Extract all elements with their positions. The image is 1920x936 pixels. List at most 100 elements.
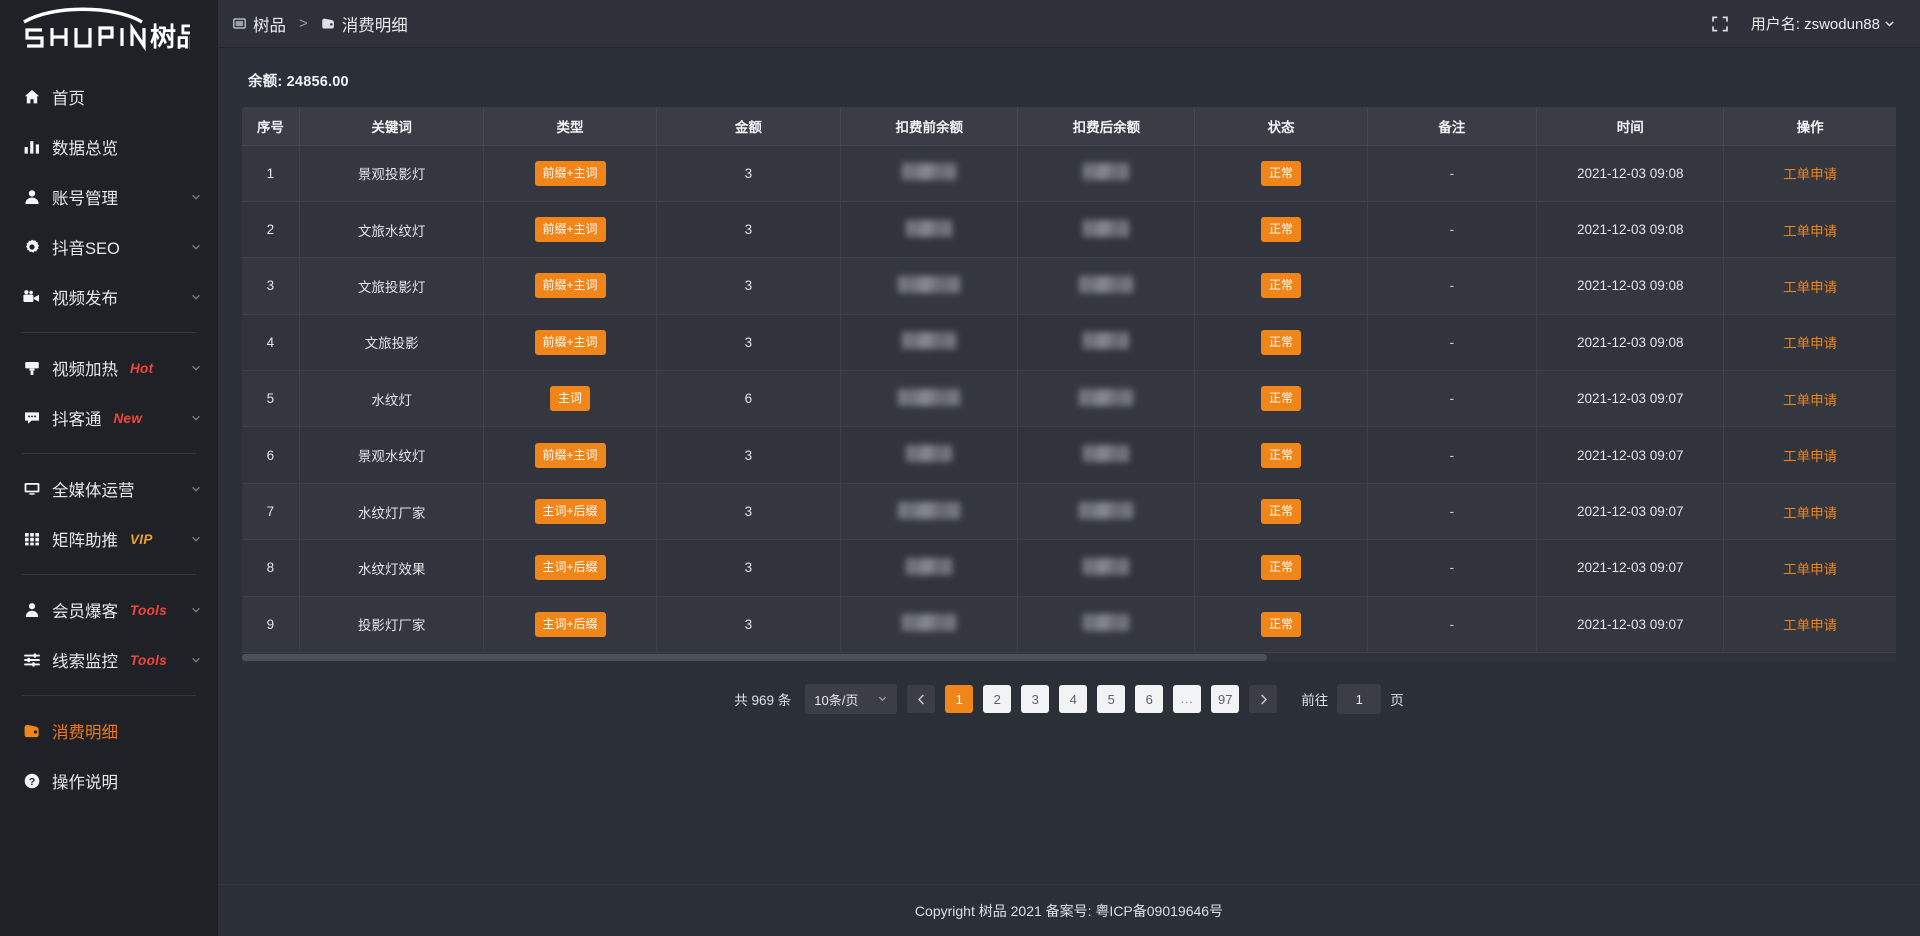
page-size-value: 10条/页 — [814, 692, 859, 708]
cell-index: 3 — [242, 257, 300, 315]
cell-keyword: 文旅水纹灯 — [299, 201, 485, 259]
table-column-header: 扣费后余额 — [1017, 107, 1196, 146]
work-order-link[interactable]: 工单申请 — [1783, 505, 1838, 521]
fullscreen-icon[interactable] — [1711, 15, 1729, 33]
work-order-link[interactable]: 工单申请 — [1783, 449, 1838, 465]
cell-balance-before — [840, 426, 1019, 484]
pagination-ellipsis[interactable]: ... — [1173, 685, 1202, 714]
table-row: 5 水纹灯 主词 6 正常 - 2021-12-03 09:07 工单申请 — [242, 370, 1896, 428]
pagination-page-3[interactable]: 3 — [1021, 685, 1050, 714]
sidebar-item-5[interactable]: 视频加热 Hot — [0, 343, 218, 393]
svg-text:?: ? — [28, 777, 34, 788]
redacted-value — [1083, 445, 1130, 463]
work-order-link[interactable]: 工单申请 — [1783, 561, 1838, 577]
cell-amount: 3 — [656, 426, 842, 484]
user-menu[interactable]: 用户名: zswodun88 — [1751, 13, 1896, 34]
cell-remark: - — [1367, 370, 1538, 428]
table-horizontal-scrollbar[interactable] — [242, 653, 1896, 663]
work-order-link[interactable]: 工单申请 — [1783, 336, 1838, 352]
breadcrumb-root-label: 树品 — [253, 16, 286, 35]
pagination-page-5[interactable]: 5 — [1097, 685, 1126, 714]
sidebar-item-6[interactable]: 抖客通 New — [0, 393, 218, 443]
redacted-value — [1083, 614, 1130, 632]
pagination-page-1[interactable]: 1 — [945, 685, 974, 714]
work-order-link[interactable]: 工单申请 — [1783, 279, 1838, 295]
sidebar-item-label: 账号管理 — [52, 190, 118, 208]
sidebar-item-3[interactable]: 抖音SEO — [0, 222, 218, 272]
sidebar-menu: 首页数据总览账号管理抖音SEO 视频发布视频加热 Hot 抖客通 New 全媒体运营 矩阵助… — [0, 58, 218, 806]
table-row: 1 景观投影灯 前缀+主词 3 正常 - 2021-12-03 09:08 工单申请 — [242, 145, 1896, 202]
sidebar-item-11[interactable]: 消费明细 — [0, 706, 218, 756]
cell-action: 工单申请 — [1723, 145, 1896, 202]
cell-balance-after — [1017, 145, 1196, 202]
work-order-link[interactable]: 工单申请 — [1783, 392, 1838, 408]
sidebar-item-0[interactable]: 首页 — [0, 72, 218, 122]
cell-type: 前缀+主词 — [483, 257, 657, 315]
sidebar-divider — [22, 574, 196, 575]
pagination-prev-button[interactable] — [907, 685, 936, 714]
pagination-total: 共 969 条 — [734, 693, 792, 709]
sidebar-item-1[interactable]: 数据总览 — [0, 122, 218, 172]
sidebar-item-9[interactable]: 会员爆客 Tools — [0, 585, 218, 635]
table-row: 6 景观水纹灯 前缀+主词 3 正常 - 2021-12-03 09:07 工单申请 — [242, 426, 1896, 484]
status-badge: 正常 — [1260, 442, 1301, 468]
sidebar-item-4[interactable]: 视频发布 — [0, 272, 218, 322]
sidebar-item-8[interactable]: 矩阵助推 VIP — [0, 514, 218, 564]
sidebar-item-label: 视频加热 — [52, 361, 118, 379]
remark-value: - — [1449, 447, 1455, 463]
cell-amount: 3 — [656, 257, 842, 315]
sidebar-item-10[interactable]: 线索监控 Tools — [0, 635, 218, 685]
cell-index: 9 — [242, 596, 300, 654]
breadcrumb-current[interactable]: 消费明细 — [321, 12, 408, 36]
cell-remark: - — [1367, 483, 1538, 541]
redacted-value — [1083, 163, 1130, 181]
cell-balance-after — [1017, 257, 1196, 315]
work-order-link[interactable]: 工单申请 — [1783, 167, 1838, 183]
bar-chart-icon — [22, 138, 41, 157]
work-order-link[interactable]: 工单申请 — [1783, 223, 1838, 239]
cell-remark: - — [1367, 257, 1538, 315]
pagination-next-button[interactable] — [1249, 685, 1278, 714]
sidebar-item-7[interactable]: 全媒体运营 — [0, 464, 218, 514]
sidebar-item-2[interactable]: 账号管理 — [0, 172, 218, 222]
home-icon — [22, 88, 41, 107]
work-order-link[interactable]: 工单申请 — [1783, 618, 1838, 634]
sidebar-item-12[interactable]: ? 操作说明 — [0, 756, 218, 806]
redacted-value — [898, 388, 961, 406]
cell-balance-before — [840, 145, 1019, 202]
cell-amount: 3 — [656, 201, 842, 259]
sidebar-item-label: 消费明细 — [52, 724, 118, 742]
table-column-header: 类型 — [483, 107, 657, 146]
wallet-icon — [22, 722, 41, 741]
breadcrumb-root[interactable]: 树品 — [232, 12, 286, 36]
cell-keyword: 文旅投影灯 — [299, 257, 485, 315]
chevron-down-icon — [190, 362, 202, 374]
cell-type: 前缀+主词 — [483, 314, 657, 372]
cell-action: 工单申请 — [1723, 596, 1896, 654]
cell-index: 4 — [242, 314, 300, 372]
pagination-page-6[interactable]: 6 — [1135, 685, 1164, 714]
pagination-page-97[interactable]: 97 — [1211, 685, 1240, 714]
page-size-select[interactable]: 10条/页 — [805, 684, 898, 715]
chevron-down-icon — [190, 241, 202, 253]
cell-balance-before — [840, 257, 1019, 315]
brand-logo[interactable]: 树品 — [0, 0, 218, 58]
cell-keyword: 水纹灯效果 — [299, 539, 485, 597]
cell-keyword: 文旅投影 — [299, 314, 485, 372]
scrollbar-thumb[interactable] — [242, 654, 1268, 662]
breadcrumb: 树品 > 消费明细 — [232, 12, 408, 36]
cell-time: 2021-12-03 09:07 — [1536, 370, 1725, 428]
remark-value: - — [1449, 222, 1455, 238]
pagination-page-2[interactable]: 2 — [983, 685, 1012, 714]
sidebar-item-badge: Tools — [130, 602, 167, 618]
sidebar-item-label: 首页 — [52, 90, 85, 108]
cell-balance-after — [1017, 370, 1196, 428]
svg-text:树品: 树品 — [150, 22, 190, 52]
type-badge: 前缀+主词 — [534, 273, 606, 299]
pagination-jump-input[interactable] — [1337, 684, 1382, 715]
sidebar-item-label: 视频发布 — [52, 290, 118, 308]
status-badge: 正常 — [1260, 329, 1301, 355]
status-badge: 正常 — [1260, 499, 1301, 525]
redacted-value — [906, 557, 953, 575]
pagination-page-4[interactable]: 4 — [1059, 685, 1088, 714]
